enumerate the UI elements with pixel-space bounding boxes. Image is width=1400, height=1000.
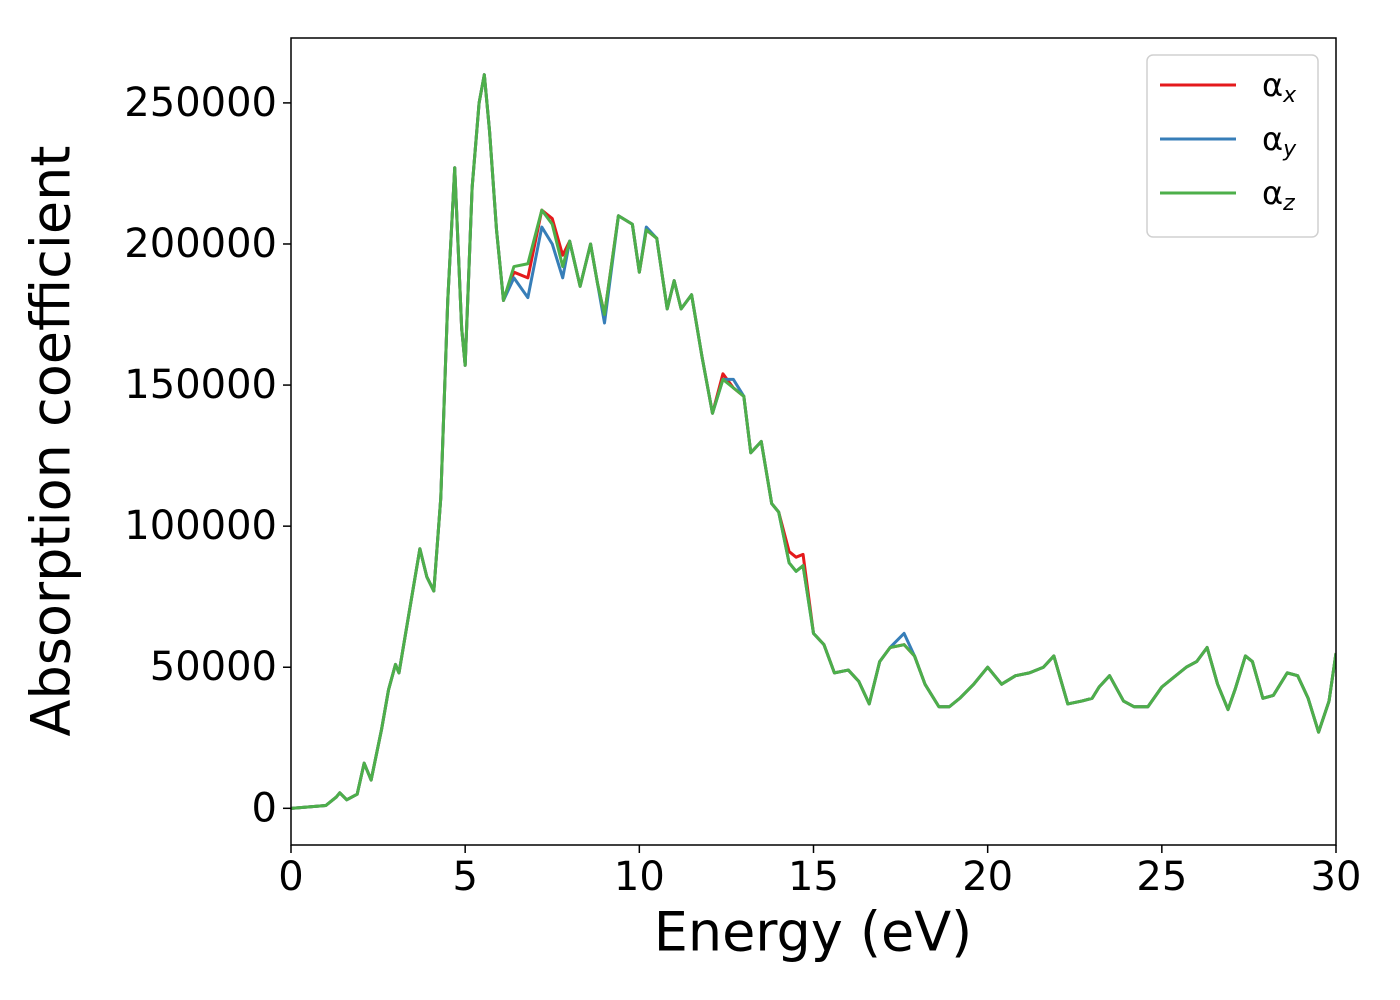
legend-label: αz [1262,174,1295,216]
plot-frame [290,37,1337,846]
y-tick-label: 250000 [124,80,277,126]
x-tick-label: 5 [452,854,477,900]
x-tick-label: 15 [788,854,839,900]
y-tick-label: 200000 [124,221,277,267]
y-tick-label: 150000 [124,362,277,408]
x-tick-label: 25 [1136,854,1187,900]
x-tick-label: 20 [962,854,1013,900]
x-tick-label: 0 [278,854,303,900]
legend-label: αy [1262,120,1297,162]
legend-label: αx [1262,66,1297,108]
y-axis-label: Absorption coefficient [20,146,83,737]
x-tick-label: 30 [1311,854,1362,900]
y-tick-label: 0 [252,785,277,831]
y-tick-label: 50000 [150,644,277,690]
y-tick-label: 100000 [124,503,277,549]
x-axis-label: Energy (eV) [654,901,973,964]
x-tick-label: 10 [614,854,665,900]
data-line [291,73,1336,810]
plot-lines [291,73,1336,810]
